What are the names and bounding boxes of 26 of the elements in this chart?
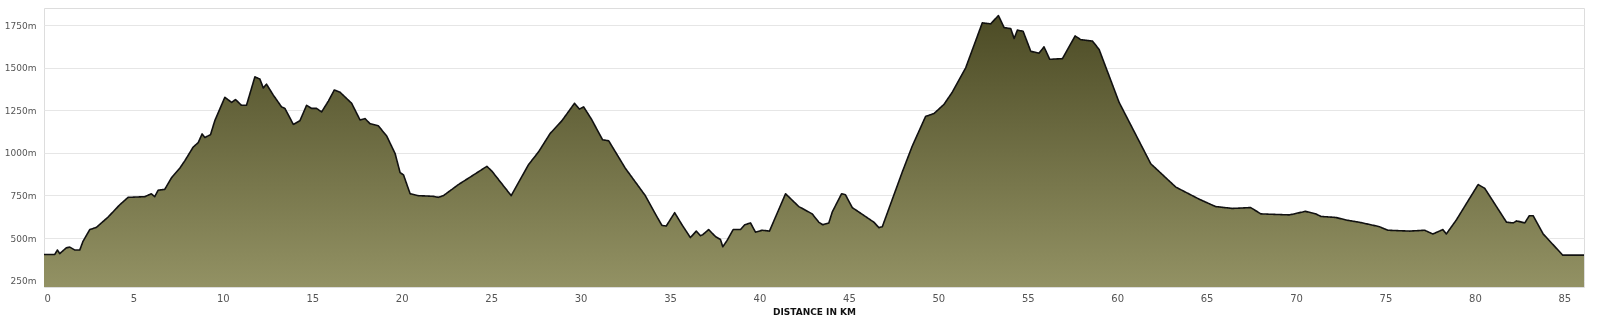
x-tick-label: 10 (216, 292, 230, 304)
x-tick-label: 65 (1200, 292, 1214, 304)
y-tick-label: 1500m (4, 63, 37, 74)
y-tick-label: 1000m (4, 148, 37, 159)
x-tick-label: 50 (932, 292, 946, 304)
x-tick-label: 45 (843, 292, 856, 304)
y-tick-label: 750m (10, 190, 37, 201)
x-tick-label: 40 (753, 292, 767, 304)
x-tick-label: 20 (395, 292, 409, 304)
y-tick-label: 250m (10, 276, 37, 287)
y-tick-label: 1750m (4, 20, 37, 31)
x-tick-label: 85 (1558, 292, 1572, 304)
x-tick-label: 5 (130, 292, 138, 304)
x-axis-title: DISTANCE IN KM (772, 306, 857, 317)
x-tick-label: 70 (1290, 292, 1303, 304)
x-tick-label: 15 (306, 292, 320, 304)
x-tick-label: 55 (1021, 292, 1035, 304)
x-tick-label: 35 (664, 292, 677, 304)
x-tick-label: 0 (44, 292, 51, 304)
x-tick-label: 75 (1379, 292, 1393, 304)
y-tick-label: 1250m (4, 105, 37, 116)
x-tick-label: 30 (574, 292, 588, 304)
y-tick-label: 500m (10, 233, 37, 244)
x-tick-label: 25 (485, 292, 499, 304)
x-tick-label: 60 (1111, 292, 1125, 304)
x-tick-label: 80 (1469, 292, 1482, 304)
